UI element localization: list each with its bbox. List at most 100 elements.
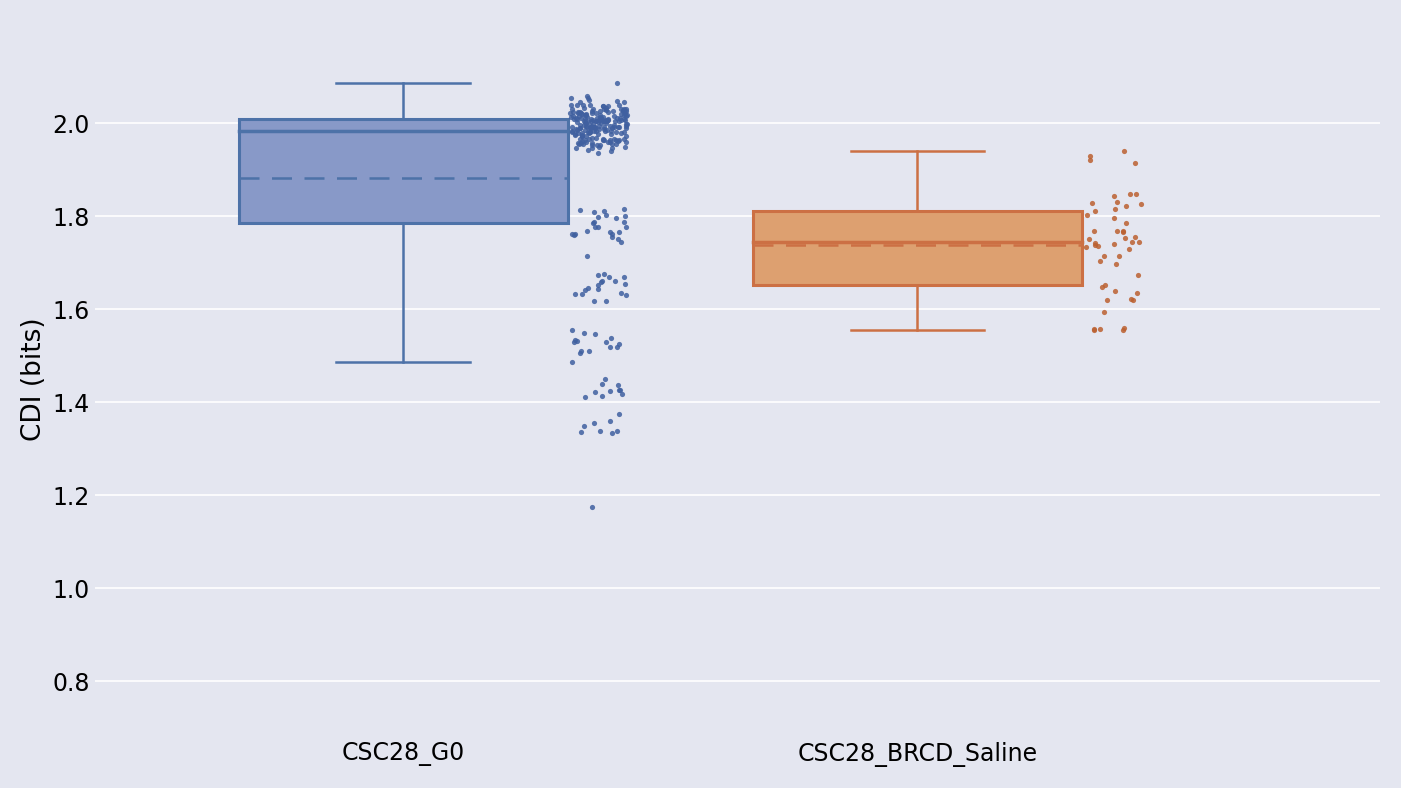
Point [607,379,629,392]
Point [1103,190,1125,203]
Point [1104,257,1126,269]
Point [1086,240,1108,252]
Point [612,113,635,125]
Point [572,287,594,299]
Point [586,139,608,151]
Point [588,109,611,121]
Point [573,109,595,121]
Point [581,107,604,120]
Point [580,113,602,126]
Point [593,132,615,145]
Point [609,113,632,126]
Point [587,279,609,292]
Point [600,414,622,427]
Point [608,226,630,239]
Point [609,384,632,396]
Point [615,120,637,132]
Point [579,126,601,139]
Point [593,115,615,128]
Point [590,276,612,288]
Point [1103,212,1125,225]
Point [1094,279,1117,292]
Point [587,211,609,224]
Point [1083,236,1105,249]
Point [586,112,608,125]
Point [609,112,632,125]
Point [565,112,587,125]
Point [600,136,622,148]
Point [573,114,595,127]
Point [597,136,619,149]
Point [611,104,633,117]
Point [572,126,594,139]
Point [593,121,615,133]
Point [598,226,621,239]
Point [615,136,637,148]
Point [583,417,605,429]
Point [598,340,621,353]
Point [577,116,600,128]
Point [1104,284,1126,297]
Point [605,138,628,151]
Point [559,111,581,124]
Point [563,113,586,126]
Point [581,117,604,130]
Point [565,128,587,140]
Point [1105,195,1128,208]
Point [608,134,630,147]
Bar [752,211,1082,285]
Point [587,120,609,132]
Bar [238,119,567,222]
Point [572,98,594,111]
Point [601,426,623,439]
Point [593,99,615,112]
Point [577,282,600,295]
Point [572,130,594,143]
Point [1125,188,1147,201]
Point [584,115,607,128]
Point [1124,230,1146,243]
Point [581,136,604,149]
Point [570,426,593,438]
Point [600,125,622,137]
Point [1112,225,1135,238]
Point [559,106,581,119]
Point [591,134,614,147]
Point [607,135,629,147]
Point [615,118,637,131]
Point [574,284,597,296]
Point [569,204,591,217]
Point [583,216,605,229]
Point [590,117,612,129]
Point [604,121,626,134]
Point [590,275,612,288]
Point [1090,281,1112,293]
Point [591,389,614,402]
Point [581,141,604,154]
Point [614,113,636,126]
Point [597,113,619,125]
Point [1103,238,1125,251]
Point [609,127,632,139]
Point [573,391,595,403]
Point [559,91,581,104]
Point [1111,323,1133,336]
Point [566,98,588,111]
Point [614,203,636,215]
Point [595,209,618,221]
Point [1093,306,1115,318]
Point [593,133,615,146]
Point [600,385,622,397]
Point [598,134,621,147]
Point [574,136,597,148]
Point [586,106,608,119]
Point [1077,232,1100,245]
Point [591,110,614,123]
Point [611,236,633,248]
Point [576,121,598,133]
Point [594,336,616,348]
Point [597,99,619,112]
Point [588,105,611,117]
Point [1107,250,1129,262]
Point [580,132,602,144]
